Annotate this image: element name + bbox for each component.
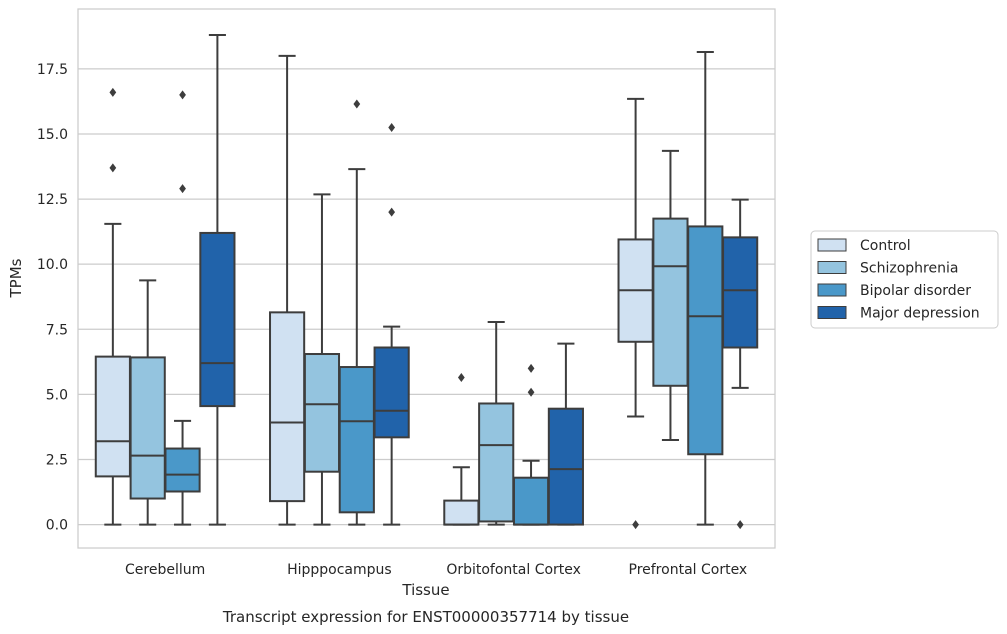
box-body: [687, 225, 724, 456]
box-body: [547, 407, 584, 526]
y-tick-label: 7.5: [46, 322, 68, 338]
box-2-1: [478, 320, 515, 526]
x-tick-label: Orbitofontal Cortex: [446, 562, 581, 578]
box-body: [164, 447, 201, 493]
box-body: [443, 499, 480, 526]
y-tick-label: 0.0: [46, 518, 68, 534]
box-body: [338, 366, 375, 514]
outlier-point: [527, 387, 535, 397]
box-0-1: [129, 279, 166, 526]
legend-swatch: [817, 238, 847, 252]
box-2-2: [512, 363, 550, 526]
box-0-3: [199, 34, 236, 526]
box-3-0: [617, 97, 654, 530]
box-body: [94, 355, 131, 478]
box-body: [478, 402, 515, 523]
figure-caption: Transcript expression for ENST0000035771…: [222, 608, 629, 626]
box-3-3: [722, 198, 759, 530]
legend-label: Control: [860, 238, 911, 254]
box-1-1: [303, 193, 341, 526]
outlier-point: [109, 163, 117, 173]
legend-label: Major depression: [860, 306, 980, 322]
box-body: [512, 476, 550, 526]
box-2-0: [443, 372, 480, 526]
box-body: [722, 236, 759, 349]
y-tick-label: 17.5: [37, 62, 68, 78]
x-tick-label: Hipppocampus: [287, 562, 392, 578]
y-tick-label: 10.0: [37, 257, 68, 273]
x-tick-label: Prefrontal Cortex: [629, 562, 748, 578]
y-tick-label: 2.5: [46, 452, 68, 468]
legend-swatch: [817, 306, 847, 319]
box-1-0: [269, 54, 306, 526]
y-axis-title: TPMs: [7, 258, 25, 298]
outlier-point: [179, 184, 186, 194]
box-1-3: [373, 122, 410, 526]
legend: Control Schizophrenia Bipolar disorder Majo…: [810, 230, 999, 329]
legend-swatch: [817, 283, 847, 297]
outlier-point: [457, 372, 465, 382]
outlier-point: [353, 99, 361, 109]
box-body: [652, 217, 689, 387]
box-plots: [94, 34, 759, 530]
legend-label: Schizophrenia: [860, 261, 958, 277]
box-3-1: [652, 149, 689, 441]
legend-swatch: [817, 261, 847, 274]
outlier-point: [527, 363, 535, 373]
outlier-point: [388, 122, 396, 132]
x-tick-labels: Cerebellum Hipppocampus Orbitofontal Corte…: [125, 562, 747, 578]
outlier-point: [736, 520, 744, 530]
box-3-2: [687, 50, 724, 526]
box-body: [373, 346, 410, 439]
plot-frame: [77, 8, 776, 549]
box-0-2: [164, 90, 201, 526]
box-body: [129, 356, 166, 500]
box-body: [303, 353, 341, 473]
y-tick-label: 15.0: [37, 127, 68, 143]
box-1-2: [338, 99, 375, 526]
box-0-0: [94, 87, 131, 526]
box-2-3: [547, 342, 584, 526]
y-tick-label: 5.0: [46, 387, 68, 403]
y-tick-label: 12.5: [37, 192, 68, 208]
outlier-point: [179, 90, 186, 100]
outlier-point: [109, 87, 117, 97]
outlier-point: [632, 520, 639, 530]
box-body: [199, 231, 236, 408]
x-tick-label: Cerebellum: [125, 562, 205, 578]
x-axis-title: Tissue: [401, 581, 449, 599]
outlier-point: [388, 207, 396, 217]
y-tick-labels: 0.0 2.5 5.0 7.5 10.0 12.5 15.0 17.5: [37, 62, 68, 534]
legend-label: Bipolar disorder: [860, 283, 971, 299]
box-body: [269, 311, 306, 503]
legend-frame: [810, 230, 999, 329]
